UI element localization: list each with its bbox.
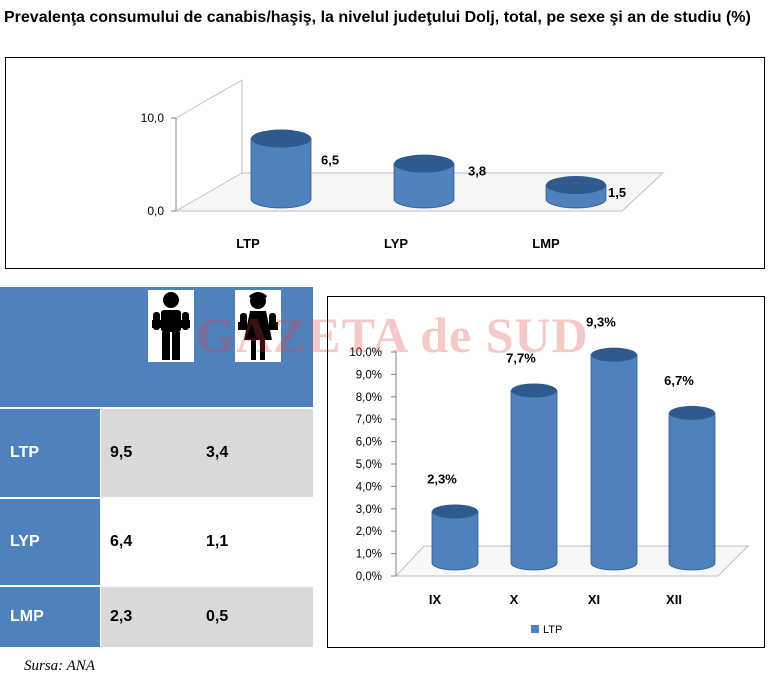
- chart1-bar-lyp-body: [393, 163, 455, 209]
- chart1-data-label: 1,5: [608, 185, 626, 200]
- chart2-data-label: 2,3%: [427, 471, 457, 486]
- table-divider: [0, 497, 313, 499]
- chart1-x-tick-label: LMP: [532, 236, 560, 251]
- male-figure-icon: [148, 290, 194, 362]
- table-row: 6,4 1,1: [101, 499, 313, 585]
- chart1-y-tick-label: 10,0: [141, 111, 165, 125]
- row-label-lmp: LMP: [0, 587, 100, 647]
- chart2-data-label: 6,7%: [664, 373, 694, 388]
- cell-ltp-female: 3,4: [206, 444, 229, 461]
- total-prevalence-chart: 0,0 10,0 6,5 LTP 3,8 LYP 1,5 LMP: [5, 57, 765, 269]
- chart2-data-label: 7,7%: [506, 351, 536, 366]
- chart2-y-tick-label: 7,0%: [356, 414, 382, 426]
- chart1-bar-lyp: [393, 154, 455, 209]
- chart2-x-tick-label: XI: [588, 592, 600, 607]
- chart1-backwall-edge: [175, 79, 243, 119]
- chart2-y-tick-label: 4,0%: [356, 481, 382, 493]
- chart1-bar-ltp: [250, 129, 312, 209]
- chart1-data-label: 3,8: [468, 164, 486, 179]
- cell-lyp-female: 1,1: [206, 533, 229, 550]
- table-divider: [0, 407, 313, 409]
- chart2-y-tick-label: 10,0%: [349, 347, 382, 359]
- cell-lyp-male: 6,4: [110, 533, 133, 550]
- table-row: 9,5 3,4: [101, 409, 313, 497]
- chart2-bar-xii-top: [669, 405, 715, 420]
- chart2-data-label: 9,3%: [586, 315, 616, 330]
- chart1-y-tick-label: 0,0: [147, 204, 164, 218]
- chart2-bar-ix-body: [431, 511, 479, 571]
- chart2-legend-swatch: [531, 625, 539, 633]
- chart2-bar-xi: [590, 347, 638, 571]
- chart2-bar-xi-top: [591, 347, 637, 362]
- cell-ltp-male: 9,5: [110, 444, 133, 461]
- by-grade-chart-svg: 0,0% 1,0% 2,0% 3,0% 4,0% 5,0% 6,0% 7,0% 8,0% 9,0%…: [349, 315, 750, 636]
- by-grade-chart: 0,0% 1,0% 2,0% 3,0% 4,0% 5,0% 6,0% 7,0% 8,0% 9,0%…: [327, 296, 765, 648]
- table-row: 2,3 0,5: [101, 587, 313, 647]
- cell-lmp-male: 2,3: [110, 608, 133, 625]
- chart2-x-tick-label: XII: [666, 592, 682, 607]
- female-figure-icon: [235, 290, 281, 362]
- chart2-y-tick-label: 2,0%: [356, 526, 382, 538]
- chart2-y-tick-label: 9,0%: [356, 369, 382, 381]
- chart1-bar-ltp-top: [251, 129, 311, 148]
- chart2-legend-label: LTP: [543, 624, 562, 636]
- chart1-x-tick-label: LYP: [384, 236, 408, 251]
- chart2-bar-ix: [431, 504, 479, 571]
- chart2-y-tick-label: 1,0%: [356, 549, 382, 561]
- chart2-x-tick-label: X: [510, 592, 519, 607]
- gender-table: LTP 9,5 3,4 LYP 6,4 1,1 LMP 2,3 0,5: [0, 287, 313, 647]
- chart1-x-tick-label: LTP: [236, 236, 260, 251]
- chart2-bar-ix-top: [432, 504, 478, 519]
- chart2-y-tick-label: 8,0%: [356, 392, 382, 404]
- row-label-lyp: LYP: [0, 499, 100, 585]
- chart2-bar-x: [510, 383, 558, 571]
- chart2-x-tick-label: IX: [429, 592, 442, 607]
- table-header: [0, 287, 313, 407]
- chart2-y-tick-label: 3,0%: [356, 504, 382, 516]
- total-prevalence-chart-svg: 0,0 10,0 6,5 LTP 3,8 LYP 1,5 LMP: [141, 79, 665, 251]
- chart2-y-tick-label: 0,0%: [356, 571, 382, 583]
- chart1-data-label: 6,5: [321, 153, 339, 168]
- cell-lmp-female: 0,5: [206, 608, 229, 625]
- chart2-bar-x-body: [510, 390, 558, 571]
- chart1-bar-lmp: [545, 176, 607, 209]
- page-title: Prevalenţa consumului de canabis/haşiş, …: [4, 9, 751, 26]
- row-label-ltp: LTP: [0, 409, 100, 497]
- table-divider: [0, 585, 313, 587]
- chart2-y-tick-label: 6,0%: [356, 437, 382, 449]
- chart2-bar-xii: [668, 405, 716, 571]
- chart2-bar-xii-body: [668, 412, 716, 571]
- chart2-y-tick-label: 5,0%: [356, 459, 382, 471]
- chart2-floor: [394, 545, 750, 577]
- chart2-bar-x-top: [511, 383, 557, 398]
- chart2-bar-xi-body: [590, 354, 638, 571]
- chart1-bar-lmp-top: [546, 176, 606, 195]
- chart1-bar-lyp-top: [394, 154, 454, 173]
- source-note: Sursa: ANA: [24, 658, 95, 674]
- chart1-bar-ltp-body: [250, 138, 312, 209]
